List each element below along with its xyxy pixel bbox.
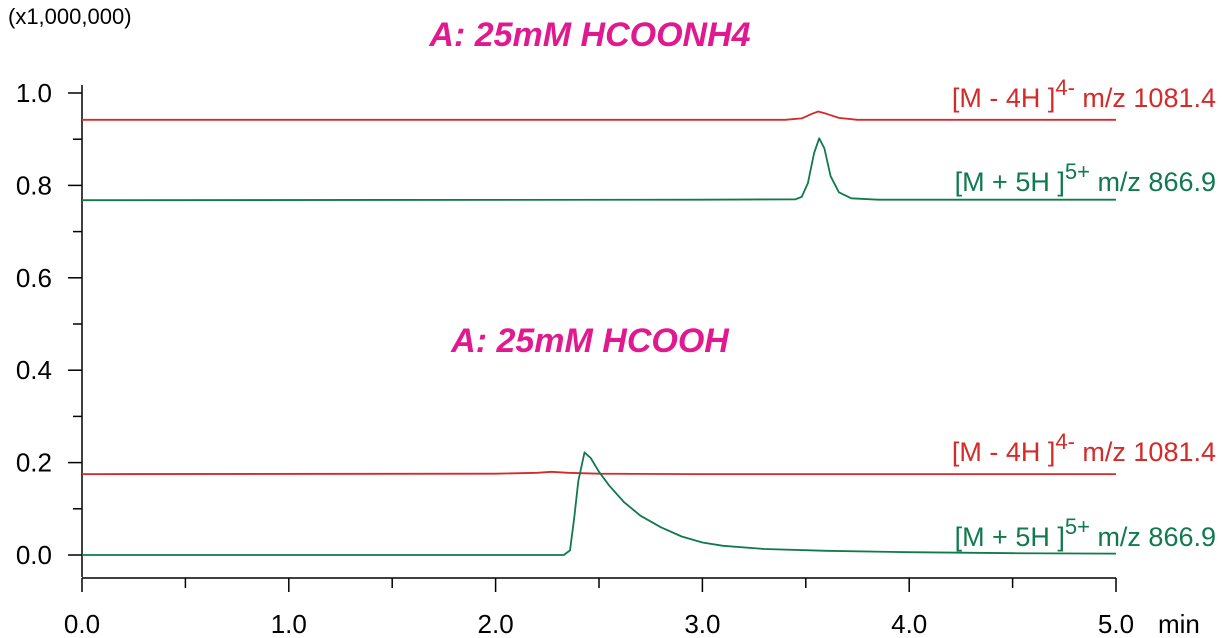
y-tick-label: 1.0 — [16, 78, 52, 108]
axes: 0.0 1.0 2.0 3.0 4.0 5.0 0.0 0.2 0.4 0.6 0.8 1.0 — [16, 78, 1134, 638]
trace-label: [M - 4H ]4- m/z 1081.4 — [952, 75, 1216, 113]
trace-line — [81, 137, 1116, 202]
trace-label: [M + 5H ]5+ m/z 866.9 — [955, 159, 1216, 197]
x-tick-label: 0.0 — [64, 609, 100, 638]
trace-labels: [M - 4H ]4- m/z 1081.4 [M + 5H ]5+ m/z 86… — [952, 75, 1216, 552]
x-tick-label: 5.0 — [1098, 609, 1134, 638]
y-tick-label: 0.8 — [16, 170, 52, 200]
trace-label: [M + 5H ]5+ m/z 866.9 — [955, 514, 1216, 552]
panel-titles: A: 25mM HCOONH4 A: 25mM HCOOH — [428, 16, 750, 360]
trace-line — [82, 110, 1116, 121]
trace-label: [M - 4H ]4- m/z 1081.4 — [952, 429, 1216, 467]
y-multiplier-label: (x1,000,000) — [8, 4, 132, 29]
y-tick-label: 0.6 — [16, 263, 52, 293]
traces — [81, 110, 1117, 556]
trace-line — [82, 451, 1117, 556]
x-tick-label: 4.0 — [891, 609, 927, 638]
y-tick-label: 0.2 — [16, 448, 52, 478]
y-tick-label: 0.4 — [16, 355, 52, 385]
x-tick-label: 1.0 — [271, 609, 307, 638]
panel-title: A: 25mM HCOONH4 — [428, 16, 750, 54]
panel-title: A: 25mM HCOOH — [450, 322, 730, 360]
x-tick-label: 3.0 — [684, 609, 720, 638]
trace-line — [81, 470, 1116, 475]
x-tick-label: 2.0 — [478, 609, 514, 638]
y-tick-label: 0.0 — [16, 540, 52, 570]
x-unit-label: min — [1158, 609, 1200, 638]
